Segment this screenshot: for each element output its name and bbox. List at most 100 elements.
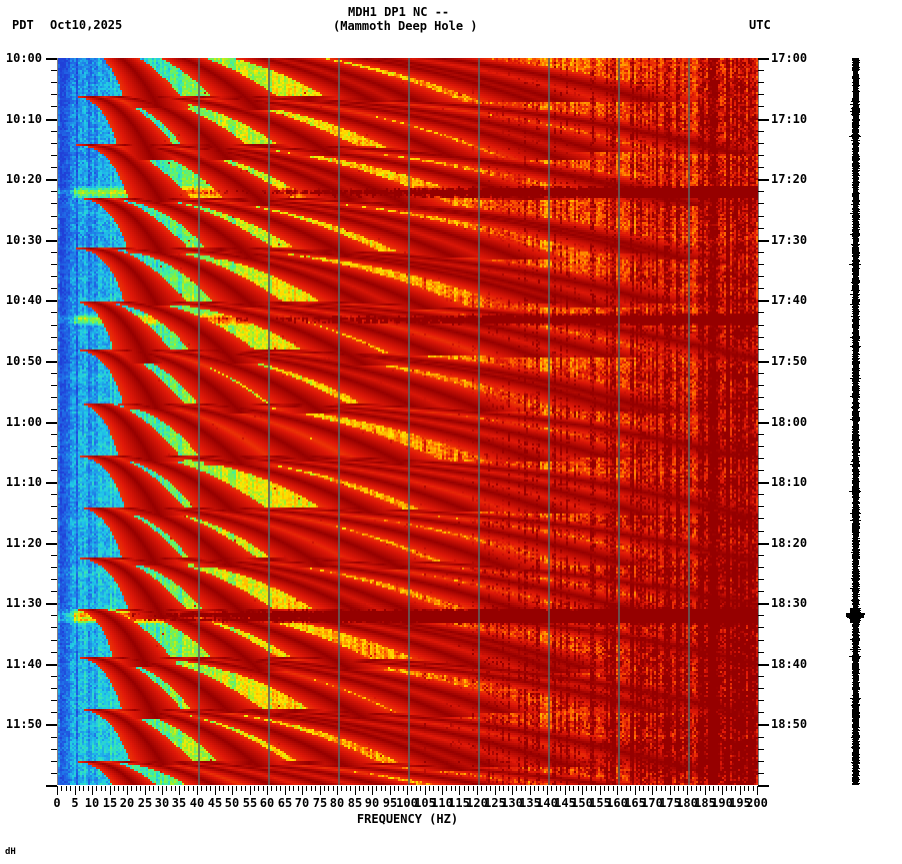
- freq-tick-major: [302, 786, 303, 795]
- time-tick-minor: [51, 506, 57, 507]
- freq-tick-minor: [236, 786, 237, 791]
- freq-label: 50: [224, 796, 240, 810]
- freq-label: 35: [171, 796, 187, 810]
- freq-label: 145: [554, 796, 576, 810]
- time-axis-left-labels: 10:00 10:10 10:20 10:30 10:40 10:50 11:00 11:10…: [0, 52, 44, 785]
- freq-tick-minor: [648, 786, 649, 791]
- time-tick-major: [758, 58, 769, 60]
- freq-tick-major: [197, 786, 198, 795]
- freq-label: 20: [119, 796, 135, 810]
- freq-tick-minor: [468, 786, 469, 791]
- time-tick-minor: [51, 409, 57, 410]
- freq-tick-minor: [368, 786, 369, 791]
- time-tick-minor: [51, 567, 57, 568]
- freq-label: 60: [259, 796, 275, 810]
- freq-tick-minor: [118, 786, 119, 791]
- freq-tick-minor: [254, 786, 255, 791]
- freq-tick-minor: [508, 786, 509, 791]
- time-tick-minor: [758, 712, 764, 713]
- freq-tick-minor: [586, 786, 587, 791]
- freq-tick-minor: [210, 786, 211, 791]
- freq-tick-major: [722, 786, 723, 795]
- time-tick-minor: [51, 203, 57, 204]
- freq-tick-minor: [66, 786, 67, 791]
- time-tick-minor: [758, 373, 764, 374]
- freq-tick-major: [530, 786, 531, 795]
- time-tick-major: [758, 422, 769, 424]
- freq-tick-minor: [691, 786, 692, 791]
- freq-tick-minor: [534, 786, 535, 791]
- freq-label: 95: [382, 796, 398, 810]
- freq-tick-major: [687, 786, 688, 795]
- time-tick-major: [46, 785, 57, 787]
- time-tick-minor: [51, 276, 57, 277]
- header-date: Oct10,2025: [50, 18, 123, 32]
- freq-label: 55: [242, 796, 258, 810]
- freq-tick-minor: [713, 786, 714, 791]
- freq-tick-minor: [83, 786, 84, 791]
- freq-tick-minor: [228, 786, 229, 791]
- time-axis-left-ticks: [46, 58, 57, 787]
- time-label-pdt: 10:40: [5, 293, 42, 307]
- freq-tick-minor: [683, 786, 684, 791]
- freq-tick-major: [635, 786, 636, 795]
- time-tick-minor: [51, 70, 57, 71]
- time-tick-minor: [51, 325, 57, 326]
- time-tick-minor: [758, 143, 764, 144]
- freq-tick-minor: [604, 786, 605, 791]
- time-tick-minor: [51, 470, 57, 471]
- freq-tick-major: [57, 786, 58, 795]
- time-label-pdt: 10:10: [5, 112, 42, 126]
- freq-tick-minor: [158, 786, 159, 791]
- freq-tick-minor: [451, 786, 452, 791]
- freq-label: 190: [711, 796, 733, 810]
- freq-tick-major: [110, 786, 111, 795]
- time-tick-minor: [51, 737, 57, 738]
- freq-label: 165: [624, 796, 646, 810]
- freq-tick-major: [425, 786, 426, 795]
- time-tick-minor: [51, 106, 57, 107]
- time-tick-major: [758, 603, 769, 605]
- freq-tick-minor: [525, 786, 526, 791]
- amplitude-trace-canvas: [838, 58, 878, 785]
- time-tick-minor: [758, 94, 764, 95]
- time-tick-minor: [51, 700, 57, 701]
- time-tick-minor: [758, 397, 764, 398]
- freq-tick-major: [92, 786, 93, 795]
- time-tick-major: [758, 664, 769, 666]
- freq-tick-minor: [569, 786, 570, 791]
- freq-label: 30: [154, 796, 170, 810]
- time-tick-minor: [758, 652, 764, 653]
- page-title: MDH1 DP1 NC --: [348, 5, 450, 19]
- freq-label: 150: [571, 796, 593, 810]
- time-tick-minor: [51, 579, 57, 580]
- freq-tick-minor: [731, 786, 732, 791]
- freq-tick-minor: [709, 786, 710, 791]
- freq-tick-major: [145, 786, 146, 795]
- time-tick-minor: [758, 434, 764, 435]
- time-tick-minor: [51, 288, 57, 289]
- freq-tick-minor: [503, 786, 504, 791]
- time-tick-minor: [758, 494, 764, 495]
- freq-tick-minor: [175, 786, 176, 791]
- freq-tick-minor: [61, 786, 62, 791]
- freq-tick-major: [320, 786, 321, 795]
- freq-tick-minor: [70, 786, 71, 791]
- time-tick-major: [46, 119, 57, 121]
- freq-tick-minor: [188, 786, 189, 791]
- time-label-pdt: 10:20: [5, 172, 42, 186]
- freq-tick-minor: [88, 786, 89, 791]
- time-label-utc: 17:40: [771, 293, 808, 307]
- freq-tick-major: [372, 786, 373, 795]
- freq-label: 15: [102, 796, 118, 810]
- time-tick-major: [46, 300, 57, 302]
- freq-tick-minor: [464, 786, 465, 791]
- time-tick-major: [758, 482, 769, 484]
- time-tick-minor: [758, 264, 764, 265]
- time-tick-minor: [51, 749, 57, 750]
- time-tick-minor: [51, 228, 57, 229]
- time-tick-minor: [758, 518, 764, 519]
- freq-tick-minor: [394, 786, 395, 791]
- time-tick-minor: [51, 312, 57, 313]
- freq-tick-minor: [350, 786, 351, 791]
